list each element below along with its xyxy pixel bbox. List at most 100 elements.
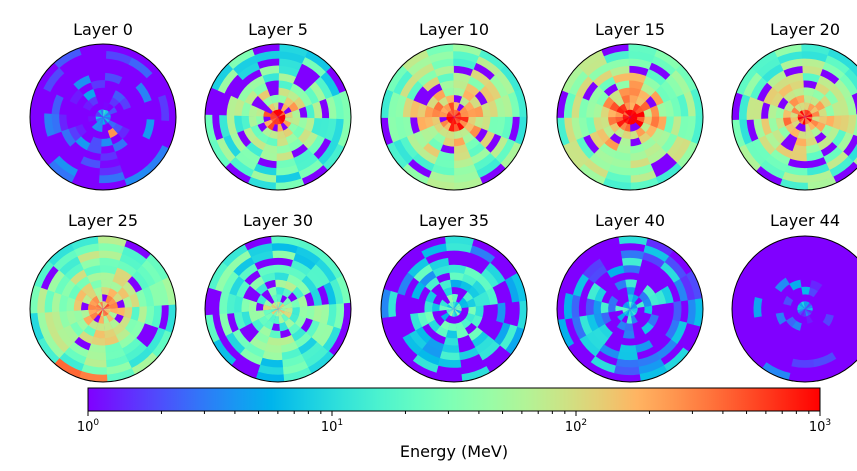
heat-cell: [750, 50, 778, 73]
heat-cell: [249, 276, 265, 291]
heat-cell: [80, 282, 94, 295]
heat-cell: [284, 318, 296, 329]
heat-cell: [229, 132, 247, 153]
panel-outline: [380, 43, 528, 191]
heat-cell: [788, 96, 799, 108]
heat-cell: [829, 84, 846, 102]
heat-cell: [806, 149, 824, 162]
heat-cell: [805, 136, 818, 147]
heat-cell: [104, 72, 123, 85]
heat-cell: [442, 87, 454, 97]
heat-cell: [412, 153, 436, 172]
heat-cell: [453, 72, 471, 84]
heat-cell: [643, 244, 670, 263]
heat-cell: [301, 341, 324, 362]
heat-cell: [797, 114, 805, 118]
heat-cell: [608, 295, 619, 306]
heat-cell: [636, 116, 645, 123]
heat-cell: [628, 50, 655, 63]
heat-cell: [309, 81, 327, 102]
panel-layer-0: Layer 0: [29, 20, 177, 191]
heat-cell: [614, 365, 641, 376]
heat-cell: [90, 80, 106, 90]
heat-cell: [233, 98, 245, 117]
heat-cell: [76, 250, 100, 264]
heat-cell: [839, 73, 857, 96]
heat-cell: [259, 150, 278, 162]
heat-cell: [272, 117, 278, 125]
heat-cell: [413, 131, 429, 149]
heat-cell: [636, 301, 645, 308]
heat-cell: [822, 61, 845, 80]
heat-cell: [592, 69, 613, 87]
heat-cell: [438, 127, 449, 138]
heat-cell: [454, 111, 462, 117]
heat-cell: [91, 121, 100, 131]
heat-cell: [467, 116, 477, 126]
heat-cell: [66, 310, 77, 326]
heat-cell: [310, 288, 323, 306]
heat-cell: [114, 267, 133, 282]
heat-cell: [630, 309, 637, 316]
heat-cell: [459, 119, 468, 128]
heat-cell: [454, 177, 483, 190]
heat-cell: [776, 50, 803, 65]
heat-cell: [117, 286, 130, 300]
heat-cell: [834, 78, 852, 99]
heat-cell: [297, 295, 308, 308]
heat-cell: [47, 270, 65, 293]
heat-cell: [459, 106, 468, 115]
heat-cell: [637, 352, 661, 368]
heat-cell: [281, 341, 299, 354]
heat-cell: [326, 303, 337, 327]
heat-cell: [255, 310, 266, 320]
heat-cell: [243, 127, 257, 143]
heat-cell: [461, 317, 472, 329]
heat-cell: [278, 111, 286, 117]
heat-cell: [621, 130, 631, 140]
heat-cell: [797, 309, 805, 314]
heat-cell: [456, 122, 465, 131]
heat-cell: [417, 102, 427, 118]
heat-cell: [650, 90, 664, 106]
heat-cell: [746, 96, 758, 121]
heat-cell: [651, 55, 677, 76]
heat-cell: [241, 297, 251, 313]
heat-cell: [298, 306, 308, 318]
heat-cell: [440, 312, 450, 321]
heat-cell: [606, 265, 625, 278]
heat-cell: [629, 87, 641, 97]
heat-cell: [809, 280, 823, 292]
heat-cell: [320, 71, 340, 97]
heat-cell: [287, 122, 299, 134]
heat-cell: [469, 125, 482, 138]
heat-cell: [514, 88, 527, 117]
heat-cell: [435, 326, 449, 338]
heat-cell: [141, 259, 163, 284]
heat-cell: [439, 279, 452, 290]
heat-cell: [630, 309, 635, 317]
heat-cell: [475, 55, 501, 76]
panel-outline: [380, 235, 528, 383]
heat-cell: [456, 328, 469, 339]
heat-cell: [54, 274, 71, 296]
heat-cell: [304, 86, 320, 105]
heat-cell: [460, 301, 469, 309]
heat-cell: [623, 309, 630, 316]
heat-cell: [232, 329, 251, 349]
heat-cell: [641, 321, 654, 335]
heat-cell: [448, 123, 455, 132]
heat-cell: [621, 257, 643, 267]
heat-cell: [593, 103, 603, 118]
heat-cell: [432, 89, 446, 102]
heat-cell: [615, 111, 624, 118]
heat-cell: [454, 309, 462, 314]
heat-cell: [241, 115, 251, 131]
colorbar-label: Energy (MeV): [400, 442, 508, 461]
heat-cell: [807, 176, 837, 190]
heat-cell: [480, 268, 500, 288]
panel-title: Layer 25: [68, 211, 138, 230]
heat-cell: [104, 335, 120, 346]
heat-cell: [276, 151, 295, 162]
heat-cell: [571, 95, 583, 119]
